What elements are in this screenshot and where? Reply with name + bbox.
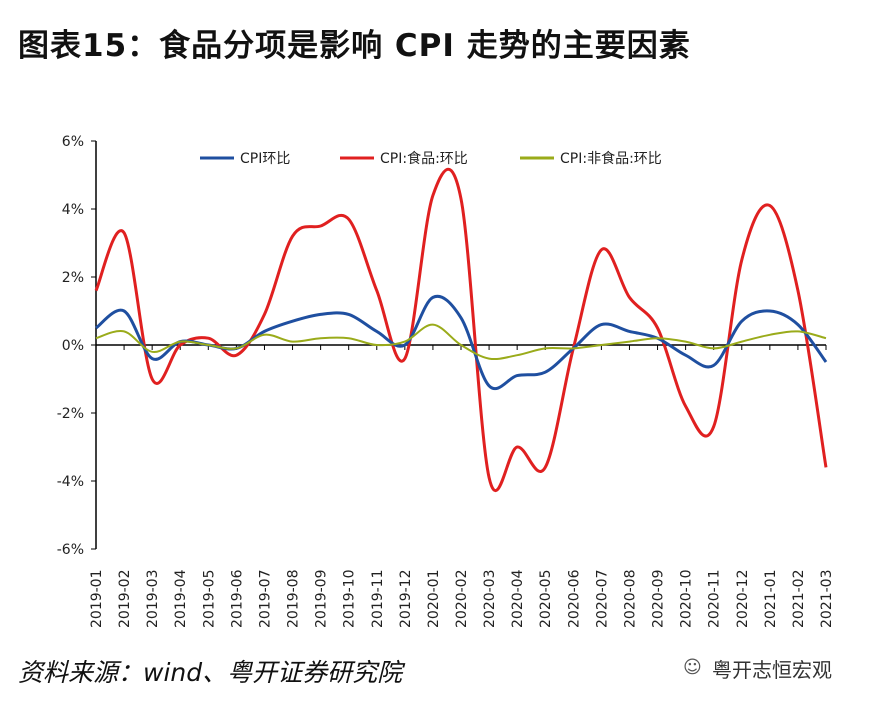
x-tick-label: 2019-04 [173, 569, 189, 628]
x-tick-label: 2020-07 [594, 570, 610, 629]
x-tick-label: 2020-12 [735, 570, 751, 629]
x-tick-label: 2020-06 [566, 569, 582, 628]
x-tick-label: 2019-07 [257, 570, 273, 629]
x-tick-label: 2019-12 [398, 570, 414, 629]
x-tick-label: 2019-08 [286, 570, 302, 629]
x-tick-label: 2020-02 [454, 570, 470, 629]
x-tick-label: 2019-06 [229, 569, 245, 628]
legend-label-1: CPI:食品:环比 [380, 150, 468, 167]
legend-label-2: CPI:非食品:环比 [560, 150, 662, 167]
x-tick-label: 2019-03 [145, 570, 161, 629]
y-tick-label: -2% [57, 406, 84, 422]
y-tick-label: -6% [57, 542, 84, 558]
series-line-1 [94, 167, 828, 493]
x-tick-label: 2020-08 [622, 570, 638, 629]
watermark: 粤开志恒宏观 [712, 658, 832, 682]
legend-label-0: CPI环比 [240, 151, 290, 167]
y-tick-label: -4% [57, 474, 84, 490]
source-note: 资料来源：wind、粤开证券研究院 [18, 658, 403, 687]
x-tick-label: 2020-03 [482, 570, 498, 629]
x-tick-label: 2020-04 [510, 569, 526, 628]
y-tick-label: 0% [62, 338, 84, 354]
x-tick-label: 2019-01 [89, 570, 105, 629]
chart-title: 图表15：食品分项是影响 CPI 走势的主要因素 [18, 28, 691, 64]
x-tick-label: 2021-02 [791, 570, 807, 629]
x-tick-label: 2021-01 [763, 570, 779, 629]
x-tick-label: 2019-11 [370, 570, 386, 629]
x-tick-label: 2021-03 [819, 570, 835, 629]
x-tick-label: 2019-05 [201, 570, 217, 629]
x-tick-label: 2020-11 [707, 570, 723, 629]
x-tick-label: 2020-01 [426, 570, 442, 629]
y-tick-label: 4% [62, 202, 84, 218]
y-tick-label: 2% [62, 270, 84, 286]
series-line-0 [95, 294, 828, 391]
x-tick-label: 2020-10 [679, 570, 695, 629]
y-tick-label: 6% [62, 134, 84, 150]
x-tick-label: 2019-09 [314, 570, 330, 629]
series-line-2 [95, 323, 827, 361]
x-tick-label: 2020-05 [538, 570, 554, 629]
x-tick-label: 2020-09 [651, 570, 667, 629]
x-tick-label: 2019-02 [117, 570, 133, 629]
wechat-icon: ☺ [683, 657, 702, 678]
x-tick-label: 2019-10 [342, 570, 358, 629]
